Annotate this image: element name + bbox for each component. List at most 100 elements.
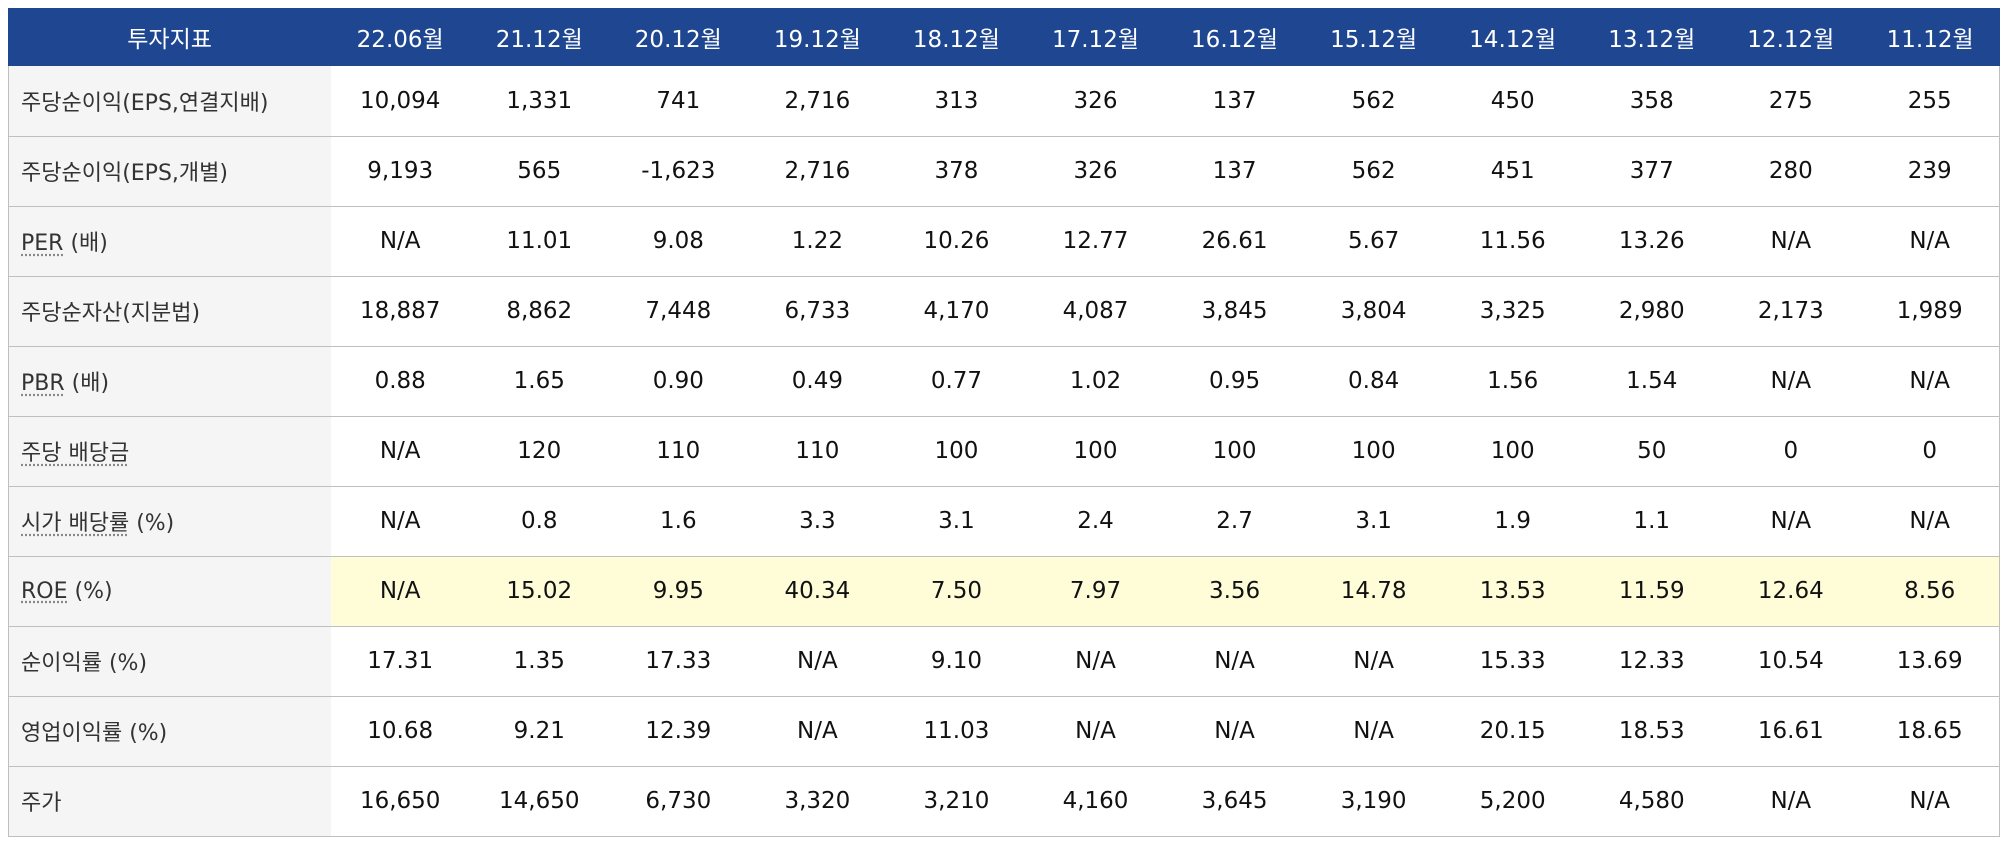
table-cell: 13.26 xyxy=(1582,206,1722,277)
table-cell: 5,200 xyxy=(1443,766,1583,837)
row-label: PBR (배) xyxy=(7,346,331,417)
table-cell: 1.65 xyxy=(469,346,609,417)
table-cell: 3.56 xyxy=(1165,556,1305,627)
table-cell: 0.90 xyxy=(608,346,748,417)
table-cell: 3,320 xyxy=(747,766,887,837)
table-cell: 11.59 xyxy=(1582,556,1722,627)
row-label-term-link[interactable]: PBR xyxy=(21,371,65,396)
investment-indicators-table: 투자지표 22.06월 21.12월 20.12월 19.12월 18.12월 17.12… xyxy=(7,8,2001,837)
table-cell: 275 xyxy=(1721,66,1861,137)
table-cell: 358 xyxy=(1582,66,1722,137)
table-row: 시가 배당률 (%) N/A 0.8 1.6 3.3 3.1 2.4 2.7 3.1 1.9 1.1… xyxy=(7,486,2001,557)
investment-indicators-panel: 투자지표 22.06월 21.12월 20.12월 19.12월 18.12월 17.12… xyxy=(7,8,2001,837)
table-cell: 3,845 xyxy=(1165,276,1305,347)
table-cell: N/A xyxy=(1860,206,2001,277)
table-cell: 6,730 xyxy=(608,766,748,837)
table-cell: 1.9 xyxy=(1443,486,1583,557)
table-cell: N/A xyxy=(1860,766,2001,837)
table-cell: 451 xyxy=(1443,136,1583,207)
table-cell: N/A xyxy=(1165,626,1305,697)
table-cell: 326 xyxy=(1025,136,1166,207)
table-cell: 14,650 xyxy=(469,766,609,837)
table-cell: 280 xyxy=(1721,136,1861,207)
table-cell: 4,580 xyxy=(1582,766,1722,837)
table-cell: 16,650 xyxy=(330,766,470,837)
table-body: 주당순이익(EPS,연결지배) 10,094 1,331 741 2,716 313 326… xyxy=(7,66,2001,837)
table-cell: 0 xyxy=(1721,416,1861,487)
table-cell: 12.39 xyxy=(608,696,748,767)
row-label: 주당순자산(지분법) xyxy=(7,276,331,347)
table-cell: N/A xyxy=(330,556,470,627)
header-cell-period: 20.12월 xyxy=(608,8,748,66)
header-cell-period: 17.12월 xyxy=(1025,8,1166,66)
table-cell: 3,325 xyxy=(1443,276,1583,347)
header-cell-period: 19.12월 xyxy=(747,8,887,66)
table-cell: 2,980 xyxy=(1582,276,1722,347)
table-cell: 137 xyxy=(1165,66,1305,137)
table-cell: 40.34 xyxy=(747,556,887,627)
table-cell: 1,989 xyxy=(1860,276,2001,347)
table-cell: N/A xyxy=(1721,766,1861,837)
row-label-text: (%) xyxy=(67,578,113,604)
table-cell: 100 xyxy=(1165,416,1305,487)
table-cell: 6,733 xyxy=(747,276,887,347)
row-label: 영업이익률 (%) xyxy=(7,696,331,767)
table-cell: 0.95 xyxy=(1165,346,1305,417)
table-cell: 3.3 xyxy=(747,486,887,557)
row-label: 주가 xyxy=(7,766,331,837)
table-cell: 9.21 xyxy=(469,696,609,767)
table-cell: 8.56 xyxy=(1860,556,2001,627)
row-label-text: 주당순자산(지분법) xyxy=(21,301,201,326)
row-label: 주당 배당금 xyxy=(7,416,331,487)
row-label-term-link[interactable]: 주당 배당금 xyxy=(21,441,130,466)
table-cell: 0.77 xyxy=(886,346,1026,417)
table-cell: 10,094 xyxy=(330,66,470,137)
table-row: PBR (배) 0.88 1.65 0.90 0.49 0.77 1.02 0.95 0.84 1… xyxy=(7,346,2001,417)
row-label-text: 주가 xyxy=(21,791,62,816)
table-cell: 13.53 xyxy=(1443,556,1583,627)
table-cell: 3,645 xyxy=(1165,766,1305,837)
table-row: 주당순이익(EPS,연결지배) 10,094 1,331 741 2,716 313 326… xyxy=(7,66,2001,137)
table-cell: 2,716 xyxy=(747,136,887,207)
row-label-term-link[interactable]: ROE xyxy=(21,578,68,604)
table-cell: 10.68 xyxy=(330,696,470,767)
table-cell: 110 xyxy=(747,416,887,487)
table-cell: 26.61 xyxy=(1165,206,1305,277)
row-label: 주당순이익(EPS,개별) xyxy=(7,136,331,207)
table-cell: 17.31 xyxy=(330,626,470,697)
table-cell: 450 xyxy=(1443,66,1583,137)
table-cell: N/A xyxy=(1860,486,2001,557)
table-cell: 7.50 xyxy=(886,556,1026,627)
table-cell: N/A xyxy=(1025,626,1166,697)
table-cell: 4,160 xyxy=(1025,766,1166,837)
table-cell: 120 xyxy=(469,416,609,487)
header-cell-indicator: 투자지표 xyxy=(7,8,331,66)
table-cell: 12.33 xyxy=(1582,626,1722,697)
row-label: 시가 배당률 (%) xyxy=(7,486,331,557)
table-cell: 1.56 xyxy=(1443,346,1583,417)
table-row: 순이익률 (%) 17.31 1.35 17.33 N/A 9.10 N/A N/A N/A 15… xyxy=(7,626,2001,697)
row-label-text: (배) xyxy=(64,371,110,396)
table-cell: 3.1 xyxy=(1304,486,1444,557)
row-label-text: 주당순이익(EPS,개별) xyxy=(21,161,228,186)
table-cell: 1.1 xyxy=(1582,486,1722,557)
table-row: 주가 16,650 14,650 6,730 3,320 3,210 4,160 3,645 3… xyxy=(7,766,2001,837)
table-cell: 4,087 xyxy=(1025,276,1166,347)
row-label-term-link[interactable]: 시가 배당률 xyxy=(21,511,130,536)
table-cell: 100 xyxy=(1304,416,1444,487)
header-cell-period: 18.12월 xyxy=(886,8,1026,66)
table-cell: 377 xyxy=(1582,136,1722,207)
table-cell: N/A xyxy=(330,416,470,487)
header-cell-period: 21.12월 xyxy=(469,8,609,66)
table-cell: 2,716 xyxy=(747,66,887,137)
table-cell: 11.01 xyxy=(469,206,609,277)
table-cell: 1.54 xyxy=(1582,346,1722,417)
row-label: ROE (%) xyxy=(7,556,331,627)
table-cell: 100 xyxy=(1443,416,1583,487)
table-cell: N/A xyxy=(747,696,887,767)
table-cell: 255 xyxy=(1860,66,2001,137)
row-label-term-link[interactable]: PER xyxy=(21,231,64,256)
table-cell: 9.95 xyxy=(608,556,748,627)
table-cell: 1.02 xyxy=(1025,346,1166,417)
table-cell: 9,193 xyxy=(330,136,470,207)
